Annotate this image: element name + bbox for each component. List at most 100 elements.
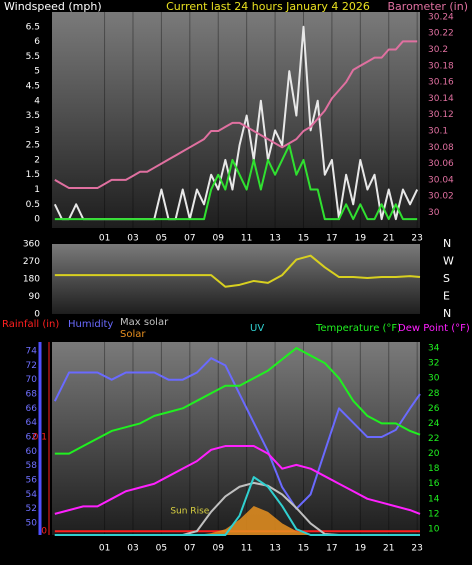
legend-label: Max solar <box>120 317 169 328</box>
y-tick-label: 90 <box>29 292 41 302</box>
y2-tick-label: 30.18 <box>428 61 454 71</box>
y2-tick-label: N <box>443 307 451 320</box>
barometer-label: Barometer (in) <box>388 0 469 13</box>
y-tick-label: 72 <box>26 361 37 371</box>
x-tick-label: 13 <box>269 234 280 244</box>
x-tick-label: 03 <box>127 544 138 554</box>
x-tick-label: 15 <box>298 544 309 554</box>
y-tick-label: 6 <box>34 37 40 47</box>
y-tick-label: 0 <box>34 310 40 320</box>
plot-area <box>52 12 420 228</box>
y-tick-label: 3 <box>34 126 40 136</box>
series-line <box>54 347 421 455</box>
y-tick-label: 1.5 <box>26 170 40 180</box>
x-tick-label: 19 <box>355 234 367 244</box>
chart-title: Current last 24 hours January 4 2026 <box>166 0 370 13</box>
y-tick-label: 5.5 <box>26 52 40 62</box>
y-tick-label: 5 <box>34 67 40 77</box>
y-tick-label: 60 <box>26 447 38 457</box>
y2-tick-label: 30 <box>428 208 440 218</box>
y2-tick-label: 16 <box>428 479 440 489</box>
y2-tick-label: 30.2 <box>428 45 448 55</box>
y2-tick-label: 30.04 <box>428 175 454 185</box>
y-tick-label: 2 <box>34 155 40 165</box>
legend-label: Humidity <box>68 319 113 330</box>
y-tick-label: 62 <box>26 433 37 443</box>
series-area <box>54 506 420 535</box>
y-tick-label: 54 <box>26 490 38 500</box>
y-tick-label: 70 <box>26 375 38 385</box>
y-tick-label: 0 <box>34 215 40 225</box>
y2-tick-label: 32 <box>428 359 439 369</box>
y-tick-label: 4.5 <box>26 81 40 91</box>
y2-tick-label: 28 <box>428 389 440 399</box>
plot-area <box>52 244 420 314</box>
y2-tick-label: 30.08 <box>428 143 454 153</box>
legend-label: Dew Point (°F) <box>398 323 470 334</box>
y2-tick-label: 14 <box>428 494 440 504</box>
y-tick-label: 68 <box>26 390 38 400</box>
x-tick-label: 07 <box>184 234 195 244</box>
y-tick-label: 6.5 <box>26 22 40 32</box>
y2-tick-label: 30.16 <box>428 78 454 88</box>
y-tick-label: 360 <box>23 240 40 250</box>
y2-tick-label: 30 <box>428 374 440 384</box>
x-tick-label: 17 <box>326 544 337 554</box>
y-tick-label: 56 <box>26 476 38 486</box>
y2-tick-label: 18 <box>428 464 440 474</box>
y-tick-label: 0.5 <box>26 200 40 210</box>
x-tick-label: 19 <box>355 544 367 554</box>
x-tick-label: 07 <box>184 544 195 554</box>
y2-tick-label: 24 <box>428 419 440 429</box>
y-tick-label: 3.5 <box>26 111 40 121</box>
y2-tick-label: N <box>443 237 451 250</box>
y-tick-label: 64 <box>26 418 38 428</box>
y-tick-label: 4 <box>34 96 40 106</box>
y2-tick-label: 30.06 <box>428 159 454 169</box>
series-line <box>54 476 420 536</box>
legend-label: Temperature (°F) <box>315 323 401 334</box>
plot-area <box>52 342 420 535</box>
y2-tick-label: 12 <box>428 509 439 519</box>
wind-label: Windspeed (mph) <box>4 0 102 13</box>
x-tick-label: 01 <box>99 544 110 554</box>
annotation: Sun Rise <box>170 507 209 517</box>
x-tick-label: 01 <box>99 234 110 244</box>
x-tick-label: 05 <box>156 234 167 244</box>
y-tick-label: 180 <box>23 275 40 285</box>
series-line <box>54 445 421 515</box>
y-tick-label: 270 <box>23 257 40 267</box>
x-tick-label: 03 <box>127 234 138 244</box>
legend-label: Rainfall (in) <box>2 319 59 330</box>
series-line <box>54 254 421 288</box>
y2-tick-label: 10 <box>428 524 440 534</box>
y-tick-label: 1 <box>34 185 40 195</box>
y3-tick-label: 0 <box>41 527 47 537</box>
x-tick-label: 05 <box>156 544 167 554</box>
y-tick-label: 74 <box>26 347 38 357</box>
y2-tick-label: 30.14 <box>428 94 454 104</box>
y2-tick-label: 30.1 <box>428 127 448 137</box>
x-tick-label: 13 <box>269 544 280 554</box>
y2-tick-label: S <box>443 272 450 285</box>
y-tick-label: 66 <box>26 404 38 414</box>
y2-tick-label: 30.22 <box>428 29 454 39</box>
x-tick-label: 21 <box>383 544 394 554</box>
series-line <box>54 40 418 190</box>
x-tick-label: 23 <box>411 234 422 244</box>
series-line <box>53 357 421 510</box>
y2-tick-label: 34 <box>428 344 440 354</box>
y-tick-label: 50 <box>26 519 38 529</box>
y2-tick-label: 30.12 <box>428 110 454 120</box>
x-tick-label: 21 <box>383 234 394 244</box>
y-tick-label: 2.5 <box>26 141 40 151</box>
x-tick-label: 17 <box>326 234 337 244</box>
x-tick-label: 11 <box>241 234 252 244</box>
y2-tick-label: 22 <box>428 434 439 444</box>
x-tick-label: 23 <box>411 544 422 554</box>
y2-tick-label: W <box>443 255 454 268</box>
series-line <box>54 144 418 221</box>
x-tick-label: 15 <box>298 234 309 244</box>
x-tick-label: 09 <box>213 544 225 554</box>
y2-tick-label: 20 <box>428 449 440 459</box>
